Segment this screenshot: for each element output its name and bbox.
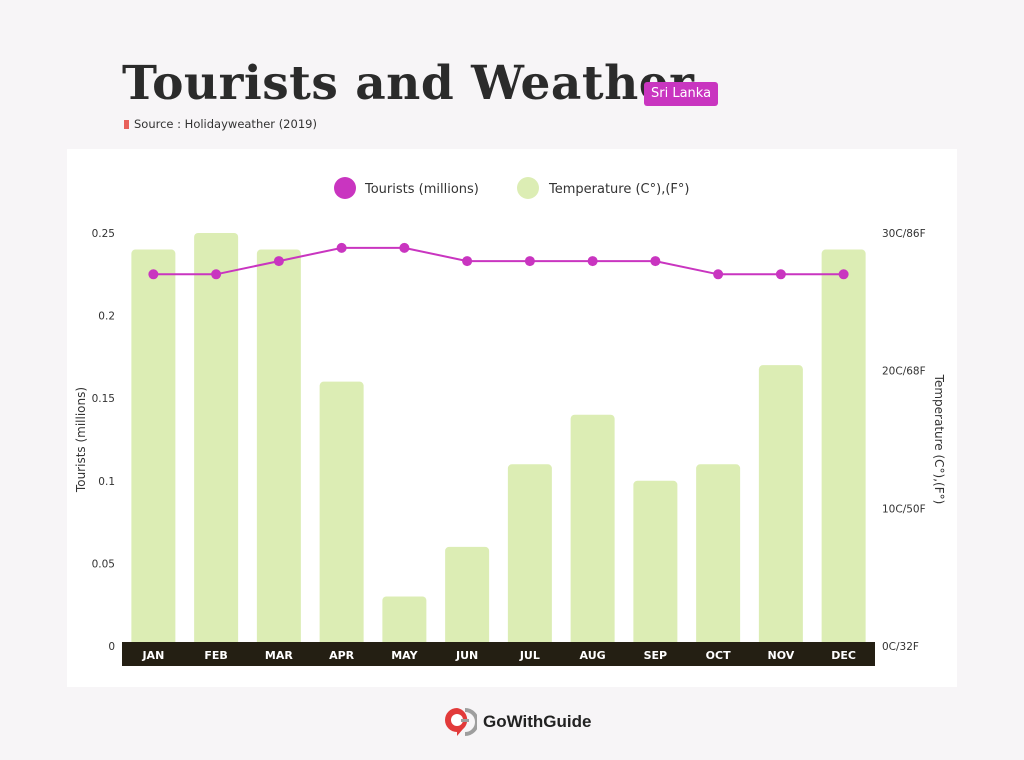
tourists-line bbox=[153, 246, 844, 276]
y-tick-label: 0.15 bbox=[92, 393, 115, 405]
tourists-point-jan bbox=[148, 269, 159, 280]
tourists-point-jul bbox=[524, 256, 535, 267]
x-tick-label: MAY bbox=[391, 649, 418, 662]
temperature-bar-sep bbox=[633, 480, 678, 652]
gowithguide-logo-icon bbox=[445, 708, 477, 736]
temperature-bar-jun bbox=[445, 546, 490, 652]
y-tick-label: 0.25 bbox=[92, 228, 115, 240]
y-tick-label: 0.2 bbox=[98, 311, 115, 323]
y-tick-label: 0.05 bbox=[92, 558, 115, 570]
temperature-bar-feb bbox=[194, 233, 239, 652]
temperature-bar-mar bbox=[256, 249, 301, 652]
x-tick-label: JAN bbox=[141, 649, 164, 662]
temperature-bar-aug bbox=[570, 414, 615, 652]
combo-chart: Tourists (millions) Temperature (C°),(F°)… bbox=[74, 177, 946, 666]
x-tick-label: SEP bbox=[644, 649, 668, 662]
x-tick-label: MAR bbox=[265, 649, 293, 662]
country-badge: Sri Lanka bbox=[644, 82, 719, 106]
tourists-point-feb bbox=[211, 269, 222, 280]
chart-card: Tourists (millions) Temperature (C°),(F°)… bbox=[67, 149, 957, 687]
y2-axis-title: Temperature (C°),(F°) bbox=[932, 374, 946, 505]
x-tick-label: APR bbox=[329, 649, 355, 662]
temperature-bar-nov bbox=[758, 365, 803, 652]
x-tick-label: DEC bbox=[831, 649, 856, 662]
y-tick-label: 0 bbox=[108, 641, 115, 653]
tourists-point-may bbox=[399, 242, 410, 253]
y2-tick-label: 30C/86F bbox=[882, 228, 926, 240]
tourists-point-aug bbox=[587, 256, 598, 267]
source-note: Source : Holidayweather (2019) bbox=[124, 117, 317, 131]
legend-temperature-swatch bbox=[517, 177, 539, 199]
legend-temperature-label: Temperature (C°),(F°) bbox=[548, 182, 689, 197]
temperature-bar-oct bbox=[696, 464, 741, 652]
tourists-point-mar bbox=[273, 256, 284, 267]
x-axis-band bbox=[122, 642, 875, 666]
y-tick-label: 0.1 bbox=[98, 476, 115, 488]
brand-name: GoWithGuide bbox=[483, 712, 592, 731]
source-marker bbox=[124, 120, 129, 129]
footer-logo: GoWithGuide bbox=[443, 706, 591, 738]
x-tick-label: NOV bbox=[767, 649, 794, 662]
temperature-bar-dec bbox=[821, 249, 866, 652]
legend-tourists-label: Tourists (millions) bbox=[364, 182, 479, 197]
tourists-point-sep bbox=[650, 256, 661, 267]
x-tick-label: FEB bbox=[204, 649, 227, 662]
x-tick-label: AUG bbox=[580, 649, 606, 662]
x-tick-label: JUN bbox=[455, 649, 478, 662]
temperature-bar-may bbox=[382, 596, 427, 652]
tourists-point-dec bbox=[838, 269, 849, 280]
page-title: Tourists and Weather bbox=[122, 56, 695, 111]
source-text: Source : Holidayweather (2019) bbox=[134, 117, 317, 131]
tourists-point-jun bbox=[462, 256, 473, 267]
y2-tick-label: 10C/50F bbox=[882, 503, 926, 515]
temperature-bar-apr bbox=[319, 381, 364, 652]
x-tick-label: OCT bbox=[706, 649, 731, 662]
y2-tick-label: 0C/32F bbox=[882, 641, 919, 653]
legend-tourists-swatch bbox=[334, 177, 356, 199]
y-axis-title: Tourists (millions) bbox=[74, 387, 88, 493]
tourists-point-oct bbox=[713, 269, 724, 280]
x-tick-label: JUL bbox=[519, 649, 540, 662]
temperature-bar-jan bbox=[131, 249, 176, 652]
tourists-point-nov bbox=[775, 269, 786, 280]
temperature-bar-jul bbox=[507, 464, 552, 652]
y2-tick-label: 20C/68F bbox=[882, 366, 926, 378]
tourists-point-apr bbox=[336, 242, 347, 253]
